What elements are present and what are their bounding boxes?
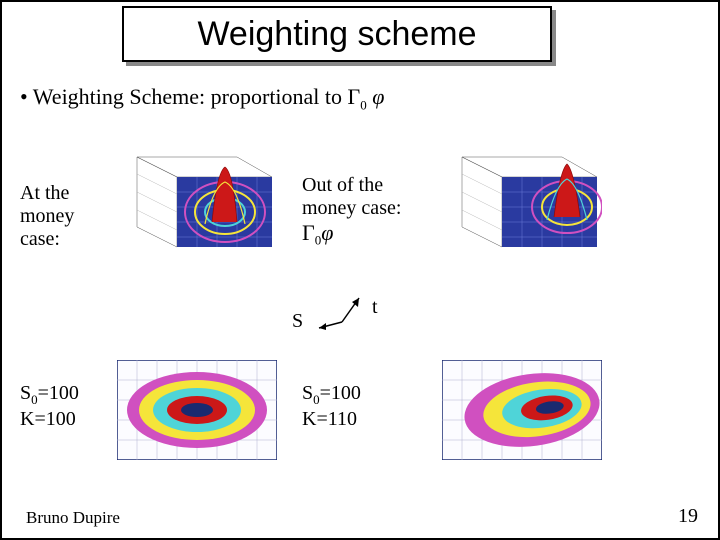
- gamma-sub: 0: [360, 97, 367, 112]
- sk1-s: S: [20, 382, 31, 404]
- phi2: φ: [321, 220, 333, 245]
- label-out-of-the-money: Out of the money case: Γ0φ: [302, 174, 412, 249]
- axis-arrows-icon: [304, 292, 374, 332]
- formula: Γ0 φ: [348, 84, 385, 109]
- page-number: 19: [678, 505, 698, 528]
- sk2-s: S: [302, 382, 313, 404]
- label-sk-2: S0=100 K=110: [302, 382, 402, 431]
- sk1-k: K=100: [20, 408, 76, 430]
- footer-author: Bruno Dupire: [26, 508, 120, 528]
- sk2-k: K=110: [302, 408, 357, 430]
- title-box: Weighting scheme: [122, 6, 552, 62]
- label-sk-1: S0=100 K=100: [20, 382, 120, 431]
- surface-plot-otm: [442, 152, 602, 262]
- gamma: Γ: [348, 84, 361, 109]
- bullet-content: • Weighting Scheme: proportional to: [20, 84, 348, 109]
- label-otm-text: Out of the money case:: [302, 174, 401, 219]
- sk1-eq: =100: [38, 382, 79, 404]
- label-at-the-money: At the money case:: [20, 182, 110, 251]
- page-title: Weighting scheme: [197, 15, 476, 54]
- surface-plot-atm: [117, 152, 277, 262]
- heatmap-k100: [117, 360, 277, 460]
- sk2-eq: =100: [320, 382, 361, 404]
- bullet-text: • Weighting Scheme: proportional to Γ0 φ: [20, 84, 384, 113]
- gamma2: Γ: [302, 220, 315, 245]
- heatmap-k110: [442, 360, 602, 460]
- axis-label-s: S: [292, 310, 303, 333]
- phi: φ: [372, 84, 384, 109]
- formula-otm: Γ0φ: [302, 224, 333, 244]
